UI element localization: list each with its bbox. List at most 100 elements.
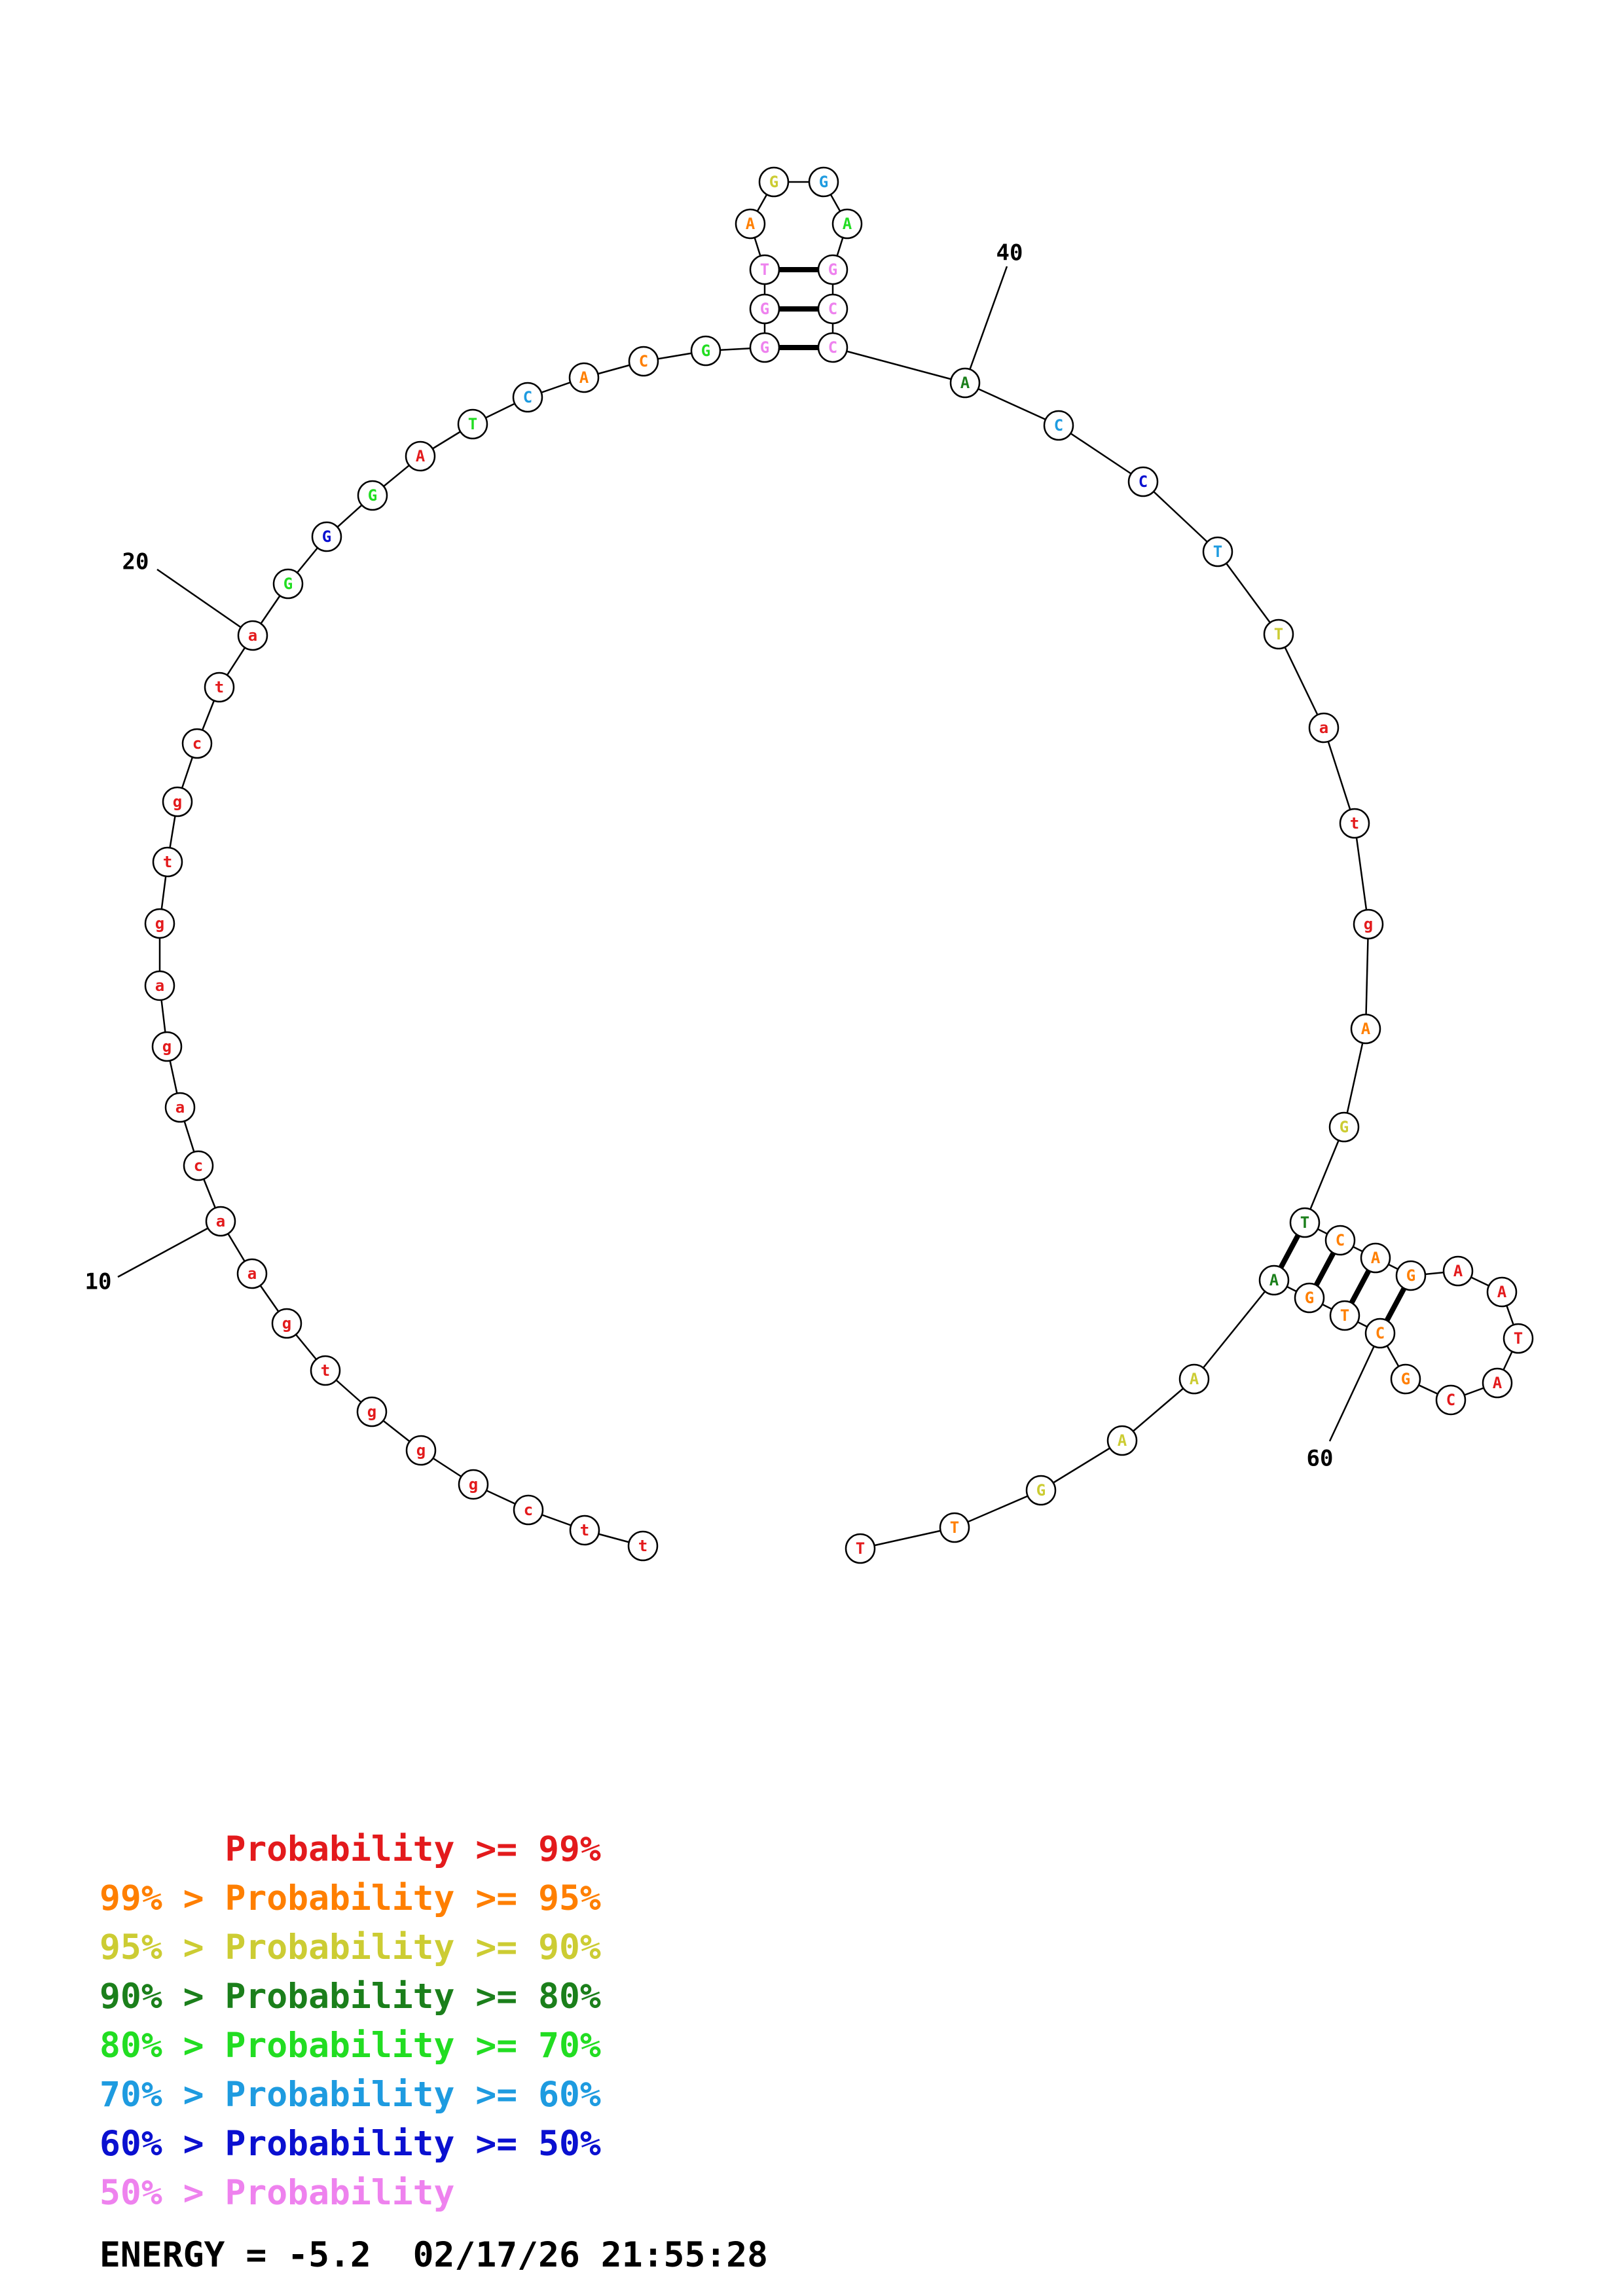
nucleotide-6: g bbox=[356, 1396, 388, 1427]
nucleotide-base: G bbox=[828, 260, 837, 279]
nucleotide-63: A bbox=[1258, 1265, 1290, 1296]
position-label-60: 60 bbox=[1307, 1446, 1334, 1472]
legend-prefix bbox=[100, 1829, 225, 1869]
nucleotide-circle bbox=[1308, 712, 1340, 744]
nucleotide-circle bbox=[1043, 410, 1074, 441]
nucleotide-39: C bbox=[817, 332, 848, 363]
nucleotide-circle bbox=[1289, 1207, 1321, 1238]
nucleotide-base: G bbox=[819, 173, 828, 191]
nucleotide-5: g bbox=[405, 1435, 437, 1466]
nucleotide-51: C bbox=[1324, 1225, 1356, 1256]
nucleotide-circle bbox=[845, 1533, 876, 1564]
nucleotide-45: a bbox=[1308, 712, 1340, 744]
energy-footer: ENERGY = -5.2 02/17/26 21:55:28 bbox=[100, 2235, 769, 2275]
tick-line-40 bbox=[964, 266, 1008, 384]
nucleotide-53: G bbox=[1395, 1260, 1427, 1291]
nucleotide-19: t bbox=[204, 672, 235, 703]
tick-line-60 bbox=[1328, 1333, 1381, 1442]
nucleotide-circle bbox=[1353, 908, 1384, 940]
nucleotide-25: T bbox=[457, 408, 488, 440]
nucleotide-base: t bbox=[1350, 814, 1359, 833]
nucleotides: t t c g g g t g a a c a g a g t g c t a G G G A T C A C G G G T A G G A G C C A… bbox=[144, 166, 1534, 1564]
nucleotide-circle bbox=[152, 846, 183, 878]
nucleotide-68: T bbox=[845, 1533, 876, 1564]
nucleotide-base: t bbox=[638, 1537, 647, 1555]
nucleotide-8: g bbox=[271, 1308, 302, 1339]
nucleotide-base: A bbox=[1190, 1370, 1199, 1388]
nucleotide-circle bbox=[627, 1530, 659, 1562]
legend-row: 90% > Probability >= 80% bbox=[100, 1972, 601, 2021]
nucleotide-base: G bbox=[368, 486, 377, 505]
nucleotide-circle bbox=[568, 362, 600, 393]
legend-prefix: 50% > bbox=[100, 2173, 225, 2213]
nucleotide-circle bbox=[1350, 1013, 1381, 1045]
nucleotide-base: A bbox=[1361, 1020, 1371, 1038]
nucleotide-11: c bbox=[183, 1150, 214, 1181]
legend-text: Probability >= 60% bbox=[225, 2075, 601, 2115]
nucleotide-circle bbox=[513, 1494, 544, 1526]
nucleotide-17: g bbox=[162, 786, 193, 817]
nucleotide-circle bbox=[1294, 1282, 1325, 1314]
nucleotide-circle bbox=[458, 1469, 489, 1500]
tick-line-20 bbox=[156, 568, 253, 637]
nucleotide-circle bbox=[1329, 1300, 1360, 1331]
legend-text: Probability bbox=[225, 2173, 455, 2213]
nucleotide-46: t bbox=[1339, 808, 1370, 839]
legend-text: Probability >= 95% bbox=[225, 1878, 601, 1918]
nucleotide-base: a bbox=[1319, 719, 1328, 737]
nucleotide-base: c bbox=[524, 1501, 533, 1519]
nucleotide-circle bbox=[1364, 1318, 1396, 1349]
nucleotide-circle bbox=[1178, 1363, 1210, 1395]
legend-text: Probability >= 80% bbox=[225, 1977, 601, 2017]
nucleotide-base: T bbox=[856, 1539, 865, 1558]
nucleotide-20: a bbox=[237, 620, 268, 651]
legend-prefix: 99% > bbox=[100, 1878, 225, 1918]
nucleotide-22: G bbox=[311, 521, 342, 552]
nucleotide-base: T bbox=[1300, 1213, 1309, 1232]
nucleotide-base: A bbox=[1453, 1262, 1463, 1280]
nucleotide-circle bbox=[817, 293, 848, 325]
nucleotide-base: G bbox=[1401, 1370, 1410, 1388]
nucleotide-base: G bbox=[1406, 1266, 1415, 1285]
nucleotide-59: G bbox=[1390, 1363, 1421, 1395]
nucleotide-base: A bbox=[579, 368, 589, 387]
nucleotide-base: T bbox=[1274, 625, 1283, 643]
nucleotide-54: A bbox=[1442, 1255, 1474, 1287]
nucleotide-base: g bbox=[162, 1037, 172, 1056]
nucleotide-circle bbox=[204, 672, 235, 703]
backbone-link-64 bbox=[1122, 1378, 1195, 1441]
nucleotide-1: t bbox=[627, 1530, 659, 1562]
nucleotide-base: C bbox=[1446, 1391, 1455, 1409]
nucleotide-29: G bbox=[690, 335, 721, 367]
nucleotide-circle bbox=[236, 1258, 268, 1289]
nucleotide-circle bbox=[271, 1308, 302, 1339]
nucleotide-circle bbox=[1025, 1475, 1057, 1506]
nucleotide-base: a bbox=[155, 977, 164, 995]
nucleotide-28: C bbox=[628, 346, 659, 377]
nucleotide-circle bbox=[311, 521, 342, 552]
nucleotide-circle bbox=[1106, 1425, 1138, 1456]
backbone-link-65 bbox=[1040, 1439, 1123, 1492]
nucleotide-18: c bbox=[181, 728, 213, 759]
nucleotide-base: T bbox=[1213, 543, 1222, 561]
legend-row: 60% > Probability >= 50% bbox=[100, 2119, 601, 2168]
nucleotide-circle bbox=[1482, 1367, 1513, 1399]
legend-row: 70% > Probability >= 60% bbox=[100, 2070, 601, 2119]
nucleotide-base: G bbox=[760, 338, 769, 357]
nucleotide-circle bbox=[817, 254, 848, 285]
legend-prefix: 70% > bbox=[100, 2075, 225, 2115]
nucleotide-base: g bbox=[367, 1403, 376, 1421]
nucleotide-base: G bbox=[1340, 1118, 1349, 1136]
backbone-link-40 bbox=[964, 382, 1059, 427]
nucleotide-37: G bbox=[817, 254, 848, 285]
backbone-link-67 bbox=[860, 1526, 955, 1550]
nucleotide-circle bbox=[405, 1435, 437, 1466]
nucleotide-base: C bbox=[1054, 416, 1063, 435]
nucleotide-base: G bbox=[322, 528, 331, 546]
nucleotide-62: G bbox=[1294, 1282, 1325, 1314]
nucleotide-circle bbox=[1263, 619, 1294, 650]
nucleotide-circle bbox=[808, 166, 839, 198]
nucleotide-base: c bbox=[194, 1157, 203, 1175]
nucleotide-circle bbox=[144, 970, 175, 1001]
backbone-link-39 bbox=[832, 346, 966, 384]
